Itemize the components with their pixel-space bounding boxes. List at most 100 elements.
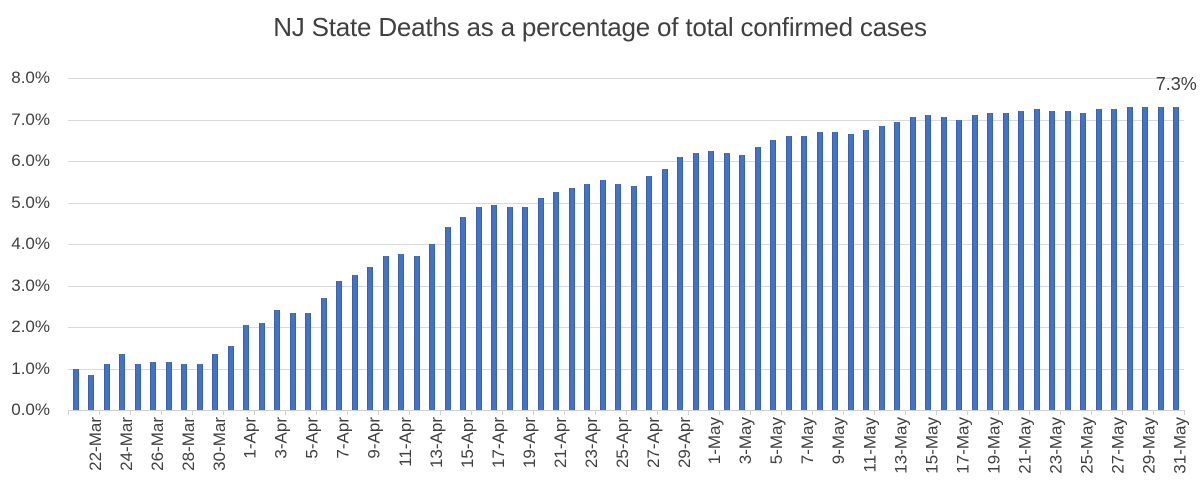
bar-6-May xyxy=(770,140,777,411)
y-axis-label: 6.0% xyxy=(11,151,50,170)
x-axis-tick xyxy=(657,410,658,415)
bar-28-May xyxy=(1111,109,1118,410)
bar-27-Mar xyxy=(150,362,157,410)
chart-title: NJ State Deaths as a percentage of total… xyxy=(273,12,927,42)
x-axis-label-13-May: 13-May xyxy=(891,417,911,474)
bar-16-May xyxy=(925,115,932,410)
x-axis-tick xyxy=(533,410,534,415)
x-axis-tick xyxy=(719,410,720,415)
x-axis-label-3-Apr: 3-Apr xyxy=(271,417,291,459)
x-axis-tick xyxy=(502,410,503,415)
x-axis-tick xyxy=(471,410,472,415)
x-axis-label-13-Apr: 13-Apr xyxy=(426,417,446,469)
bar-3-May xyxy=(723,152,730,410)
bar-13-May xyxy=(878,125,885,410)
bar-25-Mar xyxy=(119,354,126,410)
x-axis-tick xyxy=(316,410,317,415)
x-axis-tick xyxy=(192,410,193,415)
bar-30-May xyxy=(1142,107,1149,410)
x-axis-tick xyxy=(161,410,162,415)
gridline-5pct xyxy=(68,202,1184,204)
bar-18-May xyxy=(956,119,963,410)
bar-26-Mar xyxy=(134,364,141,411)
bar-12-May xyxy=(863,129,870,410)
bar-20-Apr xyxy=(522,206,529,410)
x-axis-label-25-May: 25-May xyxy=(1077,417,1097,474)
x-axis-label-11-Apr: 11-Apr xyxy=(395,417,415,467)
bar-14-May xyxy=(894,121,901,410)
x-axis-label-31-May: 31-May xyxy=(1170,417,1190,474)
y-axis-label: 7.0% xyxy=(11,109,50,129)
bar-4-Apr xyxy=(274,310,281,410)
x-axis-tick xyxy=(688,410,689,415)
bar-21-May xyxy=(1002,113,1009,410)
x-axis-tick xyxy=(347,410,348,415)
x-axis-tick xyxy=(1060,410,1061,415)
y-axis-label: 0.0% xyxy=(11,400,50,419)
x-axis-label-29-May: 29-May xyxy=(1139,417,1159,474)
bar-14-Apr xyxy=(429,244,436,410)
bar-25-May xyxy=(1064,111,1071,410)
bar-28-Mar xyxy=(165,362,172,410)
bar-1-Jun xyxy=(1173,107,1180,410)
x-axis-label-27-May: 27-May xyxy=(1108,417,1128,474)
bar-18-Apr xyxy=(491,204,498,410)
x-axis-label-21-Apr: 21-Apr xyxy=(550,417,570,469)
x-axis-label-5-May: 5-May xyxy=(767,417,787,465)
x-axis-label-17-Apr: 17-Apr xyxy=(488,417,508,469)
x-axis-label-30-Mar: 30-Mar xyxy=(209,417,229,471)
x-axis-label-3-May: 3-May xyxy=(736,417,756,465)
bar-10-May xyxy=(832,131,839,410)
bar-31-May xyxy=(1157,107,1164,410)
bar-13-Apr xyxy=(413,256,420,410)
bar-27-May xyxy=(1095,109,1102,410)
x-axis-tick xyxy=(967,410,968,415)
x-axis-label-24-Mar: 24-Mar xyxy=(116,417,136,471)
bar-2-Apr xyxy=(243,324,250,410)
x-axis-label-27-Apr: 27-Apr xyxy=(643,417,663,469)
x-axis-tick xyxy=(843,410,844,415)
bar-8-Apr xyxy=(336,281,343,411)
y-axis-label: 3.0% xyxy=(11,275,50,295)
x-axis-label-15-May: 15-May xyxy=(922,417,942,474)
x-axis-tick xyxy=(130,410,131,415)
gridline-3pct xyxy=(68,285,1184,287)
x-axis-tick xyxy=(223,410,224,415)
x-axis-label-22-Mar: 22-Mar xyxy=(85,417,105,471)
bar-11-May xyxy=(847,134,854,410)
bar-23-Mar xyxy=(88,374,95,410)
x-axis-label-5-Apr: 5-Apr xyxy=(302,417,322,459)
x-axis-tick xyxy=(1029,410,1030,415)
last-bar-value-label: 7.3% xyxy=(1155,74,1197,94)
bar-30-Apr xyxy=(677,156,684,410)
bar-9-May xyxy=(816,131,823,410)
bar-8-May xyxy=(801,136,808,410)
bar-5-May xyxy=(754,146,761,410)
bar-6-Apr xyxy=(305,312,312,410)
x-axis-tick xyxy=(1091,410,1092,415)
x-axis-tick xyxy=(874,410,875,415)
gridline-2pct xyxy=(68,327,1184,328)
bar-26-Apr xyxy=(615,183,622,410)
x-axis-label-7-May: 7-May xyxy=(798,417,818,465)
bar-15-Apr xyxy=(444,227,451,410)
gridline-7pct xyxy=(68,119,1184,121)
bar-5-Apr xyxy=(289,312,296,410)
bar-17-Apr xyxy=(475,206,482,410)
bar-28-Apr xyxy=(646,175,653,410)
x-axis-tick xyxy=(254,410,255,415)
x-axis-tick xyxy=(595,410,596,415)
x-axis-tick xyxy=(285,410,286,415)
bar-27-Apr xyxy=(630,185,637,410)
bar-4-May xyxy=(739,154,746,410)
bar-1-May xyxy=(692,152,699,410)
bar-16-Apr xyxy=(460,217,467,410)
bar-10-Apr xyxy=(367,266,374,410)
x-axis-tick xyxy=(905,410,906,415)
bar-9-Apr xyxy=(351,275,358,410)
x-axis-label-28-Mar: 28-Mar xyxy=(178,417,198,471)
x-axis-tick xyxy=(68,410,69,415)
bar-25-Apr xyxy=(599,179,606,410)
x-axis-label-1-Apr: 1-Apr xyxy=(240,417,260,459)
